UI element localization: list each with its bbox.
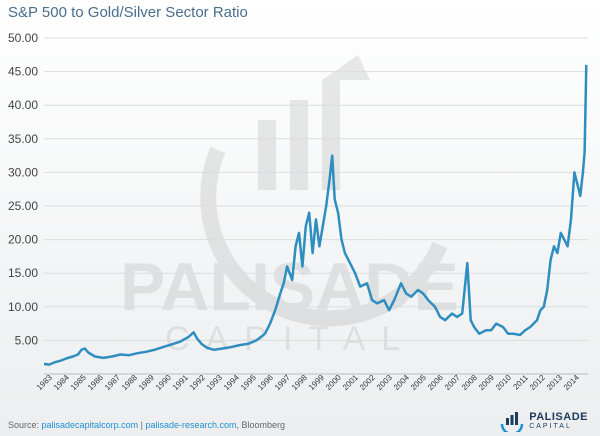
x-tick-label: 2007 xyxy=(443,373,462,392)
series-line xyxy=(43,64,588,366)
x-tick-label: 2000 xyxy=(324,373,343,392)
y-axis-ticks: 5.00 10.00 15.00 20.00 25.00 30.00 35.00 40.00 4… xyxy=(8,31,38,347)
x-tick-label: 2001 xyxy=(341,373,360,392)
y-tick-label: 20.00 xyxy=(8,233,38,247)
x-tick-label: 1998 xyxy=(290,373,309,392)
x-tick-label: 1994 xyxy=(222,373,241,392)
series-layer xyxy=(43,64,588,366)
source-suffix: , Bloomberg xyxy=(236,420,286,430)
y-tick-label: 10.00 xyxy=(8,300,38,314)
x-tick-label: 1992 xyxy=(188,373,207,392)
y-tick-label: 30.00 xyxy=(8,165,38,179)
x-tick-label: 2008 xyxy=(460,373,479,392)
x-tick-label: 1990 xyxy=(154,373,173,392)
x-tick-label: 2006 xyxy=(426,373,445,392)
y-tick-label: 45.00 xyxy=(8,65,38,79)
x-tick-label: 1989 xyxy=(137,373,156,392)
x-tick-label: 1991 xyxy=(171,373,190,392)
palisade-logo-icon xyxy=(500,412,524,432)
x-tick-label: 1985 xyxy=(69,373,88,392)
source-link-palisade-research[interactable]: palisade-research.com xyxy=(145,420,237,430)
source-separator: | xyxy=(138,420,146,430)
palisade-logo: PALISADE CAPITAL xyxy=(499,410,588,432)
source-link-palisadecapitalcorp[interactable]: palisadecapitalcorp.com xyxy=(41,420,139,430)
x-tick-label: 1988 xyxy=(120,373,139,392)
x-tick-label: 2003 xyxy=(375,373,394,392)
x-tick-label: 2014 xyxy=(562,373,581,392)
x-tick-label: 1984 xyxy=(52,373,71,392)
watermark: PALISADE CAPITAL xyxy=(120,55,459,358)
x-tick-label: 2012 xyxy=(528,373,547,392)
y-tick-label: 35.00 xyxy=(8,132,38,146)
x-tick-label: 2011 xyxy=(511,373,530,392)
x-tick-label: 1997 xyxy=(273,373,292,392)
x-tick-label: 2005 xyxy=(409,373,428,392)
x-tick-label: 2010 xyxy=(494,373,513,392)
x-axis-ticks: 1983198419851986198719881989199019911992… xyxy=(35,373,581,392)
y-tick-label: 50.00 xyxy=(8,31,38,45)
y-tick-label: 5.00 xyxy=(15,333,39,347)
grid-lines xyxy=(44,37,588,375)
chart-title: S&P 500 to Gold/Silver Sector Ratio xyxy=(8,4,248,21)
x-tick-label: 1986 xyxy=(86,373,105,392)
logo-sub: CAPITAL xyxy=(529,423,572,430)
source-note: Source: palisadecapitalcorp.com | palisa… xyxy=(8,420,285,430)
source-prefix: Source: xyxy=(8,420,42,430)
x-tick-label: 1993 xyxy=(205,373,224,392)
x-tick-label: 1987 xyxy=(103,373,122,392)
x-tick-label: 2013 xyxy=(545,373,564,392)
x-tick-label: 2009 xyxy=(477,373,496,392)
y-tick-label: 15.00 xyxy=(8,266,38,280)
x-tick-label: 1999 xyxy=(307,373,326,392)
x-tick-label: 2004 xyxy=(392,373,411,392)
x-tick-label: 1996 xyxy=(256,373,275,392)
x-tick-label: 2002 xyxy=(358,373,377,392)
y-tick-label: 25.00 xyxy=(8,199,38,213)
x-tick-label: 1983 xyxy=(35,373,54,392)
svg-text:PALISADE: PALISADE xyxy=(120,249,459,325)
logo-name: PALISADE xyxy=(529,411,588,423)
x-tick-label: 1995 xyxy=(239,373,258,392)
svg-text:CAPITAL: CAPITAL xyxy=(165,320,416,358)
y-tick-label: 40.00 xyxy=(8,98,38,112)
